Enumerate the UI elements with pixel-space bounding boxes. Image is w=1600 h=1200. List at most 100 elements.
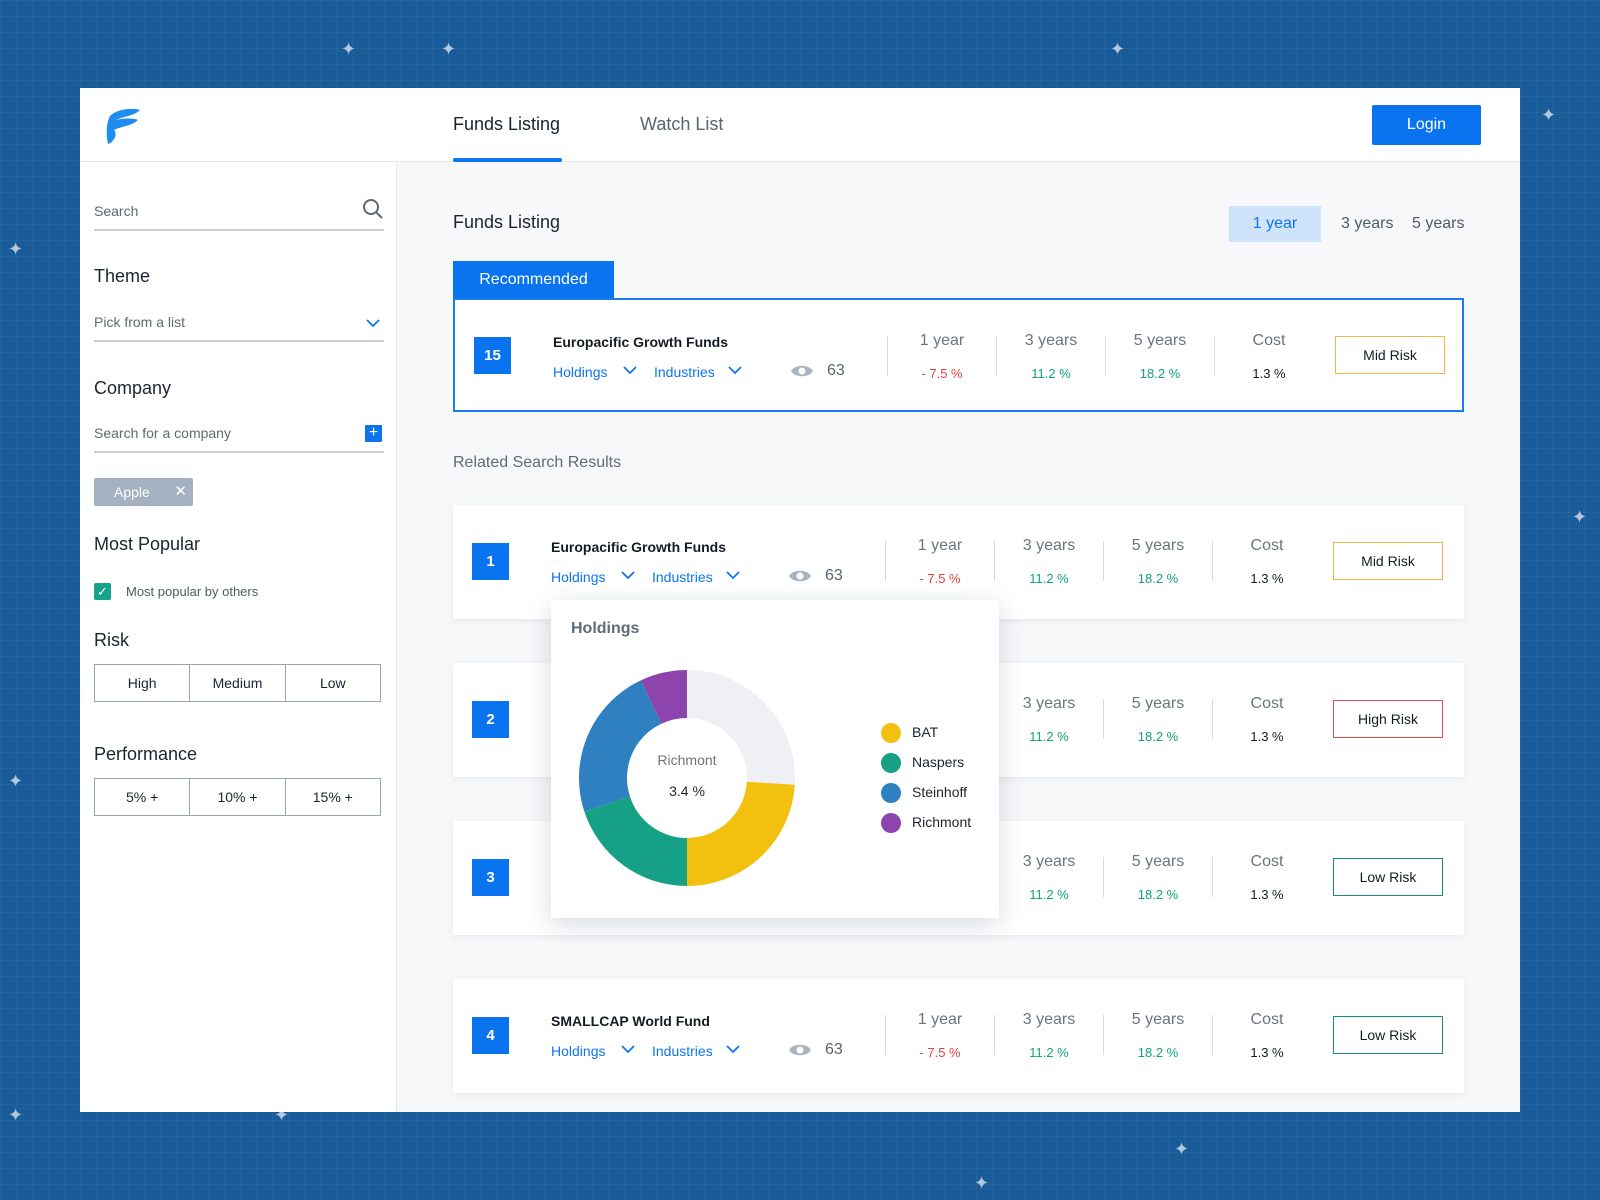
holdings-link[interactable]: Holdings [553, 364, 608, 380]
col-header-3-years: 3 years [1022, 853, 1076, 870]
perf-1-year: - 7.5 % [919, 571, 961, 586]
column-divider [1212, 1015, 1213, 1055]
company-chip-apple: Apple ✕ [94, 478, 193, 506]
star-decoration: ✦ [1174, 1139, 1190, 1159]
risk-badge-button[interactable]: Mid Risk [1333, 542, 1443, 580]
tab-funds-listing[interactable]: Funds Listing [453, 88, 562, 162]
eye-icon [789, 1044, 811, 1056]
col-header-1-year: 1 year [919, 332, 965, 349]
performance-15-button[interactable]: 15% + [284, 778, 381, 816]
donut-slice-steinhoff [579, 680, 662, 812]
chevron-down-icon[interactable] [623, 365, 637, 375]
remove-chip-icon[interactable]: ✕ [174, 483, 187, 500]
company-placeholder: Search for a company [94, 425, 231, 441]
star-decoration: ✦ [1110, 39, 1126, 59]
risk-filter-group: High Medium Low [94, 664, 381, 702]
chevron-down-icon[interactable] [621, 1044, 635, 1054]
risk-badge-button[interactable]: Low Risk [1333, 858, 1443, 896]
most-popular-heading: Most Popular [94, 534, 201, 554]
risk-badge-button[interactable]: Mid Risk [1335, 336, 1445, 374]
performance-heading: Performance [94, 744, 198, 764]
cost-value: 1.3 % [1252, 366, 1286, 381]
top-header: Funds Listing Watch List Login [80, 88, 1520, 162]
performance-filter-group: 5% + 10% + 15% + [94, 778, 381, 816]
fund-name: Europacific Growth Funds [551, 539, 727, 555]
donut-slice-richmont [641, 670, 687, 724]
period-5-years[interactable]: 5 years [1412, 215, 1465, 232]
theme-dropdown[interactable]: Pick from a list [94, 304, 384, 342]
perf-3-years: 11.2 % [1029, 729, 1069, 744]
view-count: 63 [825, 567, 843, 584]
holdings-donut-chart [579, 670, 795, 886]
related-results-heading: Related Search Results [453, 454, 622, 471]
risk-heading: Risk [94, 630, 129, 650]
column-divider [885, 1015, 886, 1055]
period-3-years[interactable]: 3 years [1341, 215, 1394, 232]
period-1-year[interactable]: 1 year [1229, 206, 1321, 242]
fund-rank-badge: 2 [472, 701, 509, 738]
tab-watch-list[interactable]: Watch List [640, 114, 724, 134]
performance-10-button[interactable]: 10% + [189, 778, 286, 816]
column-divider [1212, 857, 1213, 897]
perf-3-years: 11.2 % [1029, 887, 1069, 902]
most-popular-checkbox[interactable]: ✓ [94, 583, 111, 600]
fund-rank-badge: 4 [472, 1017, 509, 1054]
company-search-input[interactable]: Search for a company + [94, 415, 384, 453]
eye-icon [791, 365, 813, 377]
column-divider [1105, 336, 1106, 376]
perf-5-years: 18.2 % [1137, 571, 1179, 586]
column-divider [1212, 699, 1213, 739]
recommended-fund-card[interactable]: 15 Europacific Growth Funds Holdings Ind… [453, 298, 1464, 412]
col-header-1-year: 1 year [917, 537, 963, 554]
column-divider [885, 541, 886, 581]
legend-label: BAT [912, 724, 939, 740]
holdings-link[interactable]: Holdings [551, 569, 606, 585]
fund-rank-badge: 15 [474, 337, 511, 374]
star-decoration: ✦ [441, 39, 457, 59]
donut-slice-bat [687, 781, 795, 886]
chevron-down-icon[interactable] [726, 570, 740, 580]
risk-badge-button[interactable]: High Risk [1333, 700, 1443, 738]
chevron-down-icon[interactable] [366, 319, 380, 328]
search-placeholder: Search [94, 203, 139, 219]
legend-color-dot [881, 723, 901, 743]
chevron-down-icon[interactable] [726, 1044, 740, 1054]
holdings-link[interactable]: Holdings [551, 1043, 606, 1059]
add-company-icon[interactable]: + [365, 425, 382, 442]
legend-color-dot [881, 783, 901, 803]
perf-3-years: 11.2 % [1029, 571, 1069, 586]
fund-rank-badge: 1 [472, 543, 509, 580]
brand-logo [106, 108, 140, 144]
chip-label: Apple [114, 484, 150, 500]
industries-link[interactable]: Industries [654, 364, 715, 380]
search-icon[interactable] [362, 198, 384, 220]
col-header-5-years: 5 years [1131, 695, 1185, 712]
perf-5-years: 18.2 % [1137, 1045, 1179, 1060]
legend-label: Naspers [912, 754, 965, 770]
fund-result-card[interactable]: 4 SMALLCAP World Fund Holdings Industrie… [453, 979, 1464, 1093]
fund-name: Europacific Growth Funds [553, 334, 729, 350]
cost-value: 1.3 % [1250, 571, 1284, 586]
risk-low-button[interactable]: Low [284, 664, 381, 702]
column-divider [1103, 1015, 1104, 1055]
search-input[interactable]: Search [94, 193, 384, 231]
risk-medium-button[interactable]: Medium [189, 664, 286, 702]
popup-title: Holdings [571, 620, 640, 637]
perf-1-year: - 7.5 % [919, 1045, 961, 1060]
login-button[interactable]: Login [1372, 105, 1481, 145]
star-decoration: ✦ [8, 239, 24, 259]
col-header-cost: Cost [1250, 1011, 1284, 1028]
star-decoration: ✦ [974, 1173, 990, 1193]
chevron-down-icon[interactable] [728, 365, 742, 375]
risk-badge-button[interactable]: Low Risk [1333, 1016, 1443, 1054]
column-divider [996, 336, 997, 376]
industries-link[interactable]: Industries [652, 1043, 713, 1059]
chevron-down-icon[interactable] [621, 570, 635, 580]
col-header-cost: Cost [1250, 537, 1284, 554]
performance-5-button[interactable]: 5% + [94, 778, 191, 816]
industries-link[interactable]: Industries [652, 569, 713, 585]
star-decoration: ✦ [8, 1105, 24, 1125]
col-header-5-years: 5 years [1131, 853, 1185, 870]
risk-high-button[interactable]: High [94, 664, 191, 702]
star-decoration: ✦ [1541, 105, 1557, 125]
